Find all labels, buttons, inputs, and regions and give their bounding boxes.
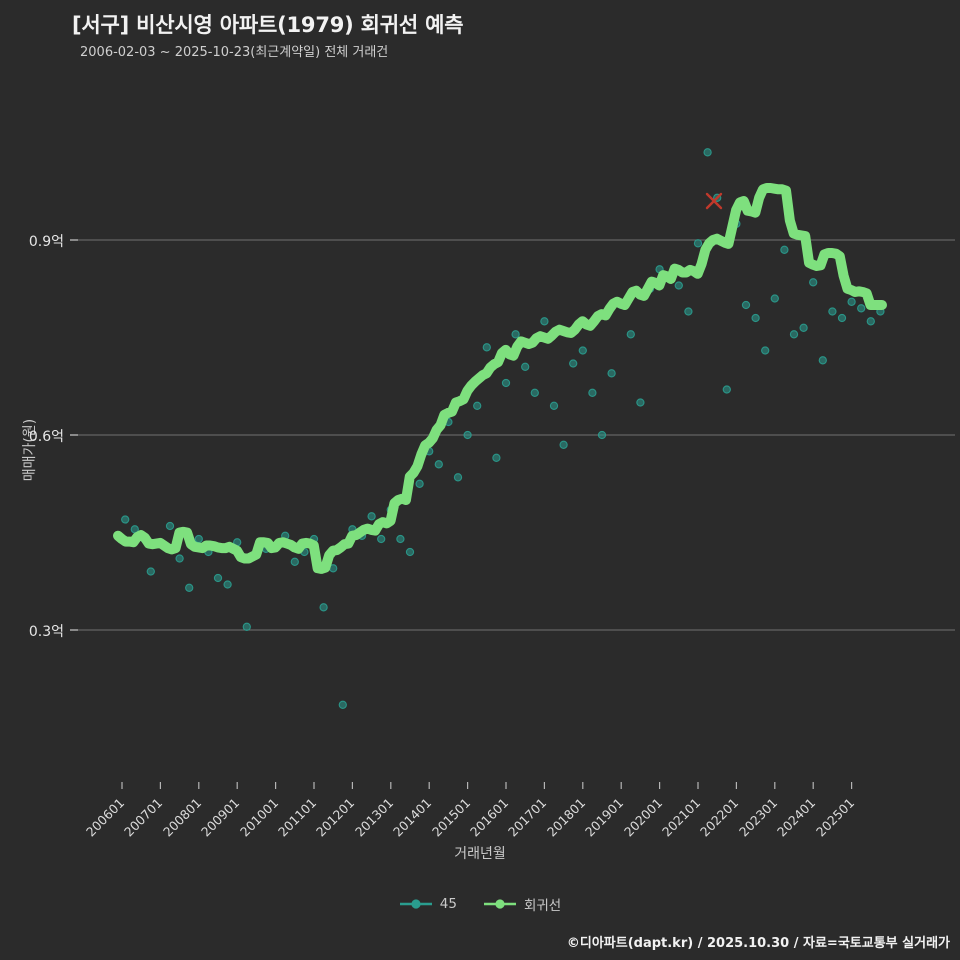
scatter-point bbox=[121, 515, 130, 524]
legend-item-label: 45 bbox=[439, 896, 457, 912]
scatter-point bbox=[453, 473, 463, 482]
scatter-point bbox=[866, 317, 875, 326]
scatter-point bbox=[338, 700, 347, 709]
y-tick-label: 0.9억 bbox=[28, 234, 64, 250]
page-title: [서구] 비산시영 아파트(1979) 회귀선 예측 bbox=[72, 13, 464, 37]
scatter-point bbox=[367, 512, 376, 521]
scatter-point bbox=[588, 388, 597, 397]
scatter-point bbox=[290, 557, 299, 566]
scatter-point bbox=[597, 430, 607, 440]
scatter-point bbox=[223, 580, 232, 589]
page-subtitle: 2006-02-03 ~ 2025-10-23(최근계약일) 전체 거래건 bbox=[80, 45, 389, 60]
y-tick-label: 0.6억 bbox=[28, 429, 64, 445]
scatter-point bbox=[501, 378, 511, 388]
scatter-point bbox=[789, 330, 799, 339]
scatter-point bbox=[530, 388, 539, 397]
scatter-point bbox=[684, 307, 693, 316]
scatter-point bbox=[703, 148, 712, 157]
regression-line bbox=[113, 183, 887, 574]
scatter-point bbox=[434, 460, 443, 469]
scatter-point bbox=[377, 534, 386, 544]
scatter-point bbox=[857, 304, 866, 313]
scatter-point bbox=[146, 567, 155, 576]
scatter-point bbox=[741, 300, 751, 310]
legend-marker-icon bbox=[399, 899, 432, 909]
scatter-point bbox=[761, 346, 770, 355]
scatter-point bbox=[559, 440, 568, 449]
legend-item-label: 회귀선 bbox=[523, 898, 562, 914]
scatter-point bbox=[674, 281, 683, 290]
scatter-point bbox=[482, 343, 491, 352]
scatter-point bbox=[194, 534, 203, 544]
scatter-point bbox=[569, 359, 578, 368]
scatter-point bbox=[396, 534, 405, 544]
scatter-point bbox=[818, 356, 827, 365]
x-axis-label: 거래년월 bbox=[454, 846, 506, 862]
legend-item-regression[interactable]: 회귀선 bbox=[483, 894, 561, 914]
scatter-series-45 bbox=[121, 148, 885, 709]
scatter-point bbox=[405, 547, 415, 557]
legend-item-scatter[interactable]: 45 bbox=[399, 896, 457, 912]
scatter-point bbox=[693, 239, 703, 248]
scatter-point bbox=[185, 583, 194, 592]
scatter-point bbox=[549, 401, 559, 410]
y-axis-label: 매매가(원) bbox=[22, 418, 38, 482]
scatter-point bbox=[511, 330, 520, 339]
scatter-point bbox=[165, 521, 175, 531]
scatter-point bbox=[213, 573, 223, 583]
scatter-point bbox=[809, 278, 818, 287]
scatter-point bbox=[636, 398, 645, 407]
scatter-point bbox=[319, 603, 328, 612]
scatter-point bbox=[578, 346, 587, 355]
scatter-point bbox=[492, 453, 501, 462]
scatter-point bbox=[751, 313, 760, 323]
scatter-point bbox=[847, 297, 856, 306]
scatter-point bbox=[473, 401, 482, 410]
footer-credit: ©디아파트(dapt.kr) / 2025.10.30 / 자료=국토교통부 실… bbox=[566, 936, 950, 951]
scatter-point bbox=[521, 362, 530, 371]
scatter-point bbox=[626, 330, 635, 339]
scatter-point bbox=[242, 622, 251, 631]
prediction-x-marker bbox=[705, 192, 723, 210]
scatter-point bbox=[607, 369, 616, 378]
scatter-point bbox=[415, 479, 424, 488]
y-tick-label: 0.3억 bbox=[28, 624, 64, 640]
scatter-point bbox=[828, 307, 837, 316]
scatter-point bbox=[770, 294, 779, 303]
scatter-point bbox=[722, 385, 731, 394]
legend-marker-icon bbox=[483, 899, 516, 909]
scatter-point bbox=[540, 317, 549, 326]
scatter-point bbox=[780, 245, 789, 254]
scatter-point bbox=[175, 554, 184, 563]
scatter-point bbox=[463, 430, 472, 440]
scatter-point bbox=[837, 313, 847, 323]
chart-legend: 45 회귀선 bbox=[0, 894, 960, 914]
scatter-point bbox=[799, 323, 808, 332]
